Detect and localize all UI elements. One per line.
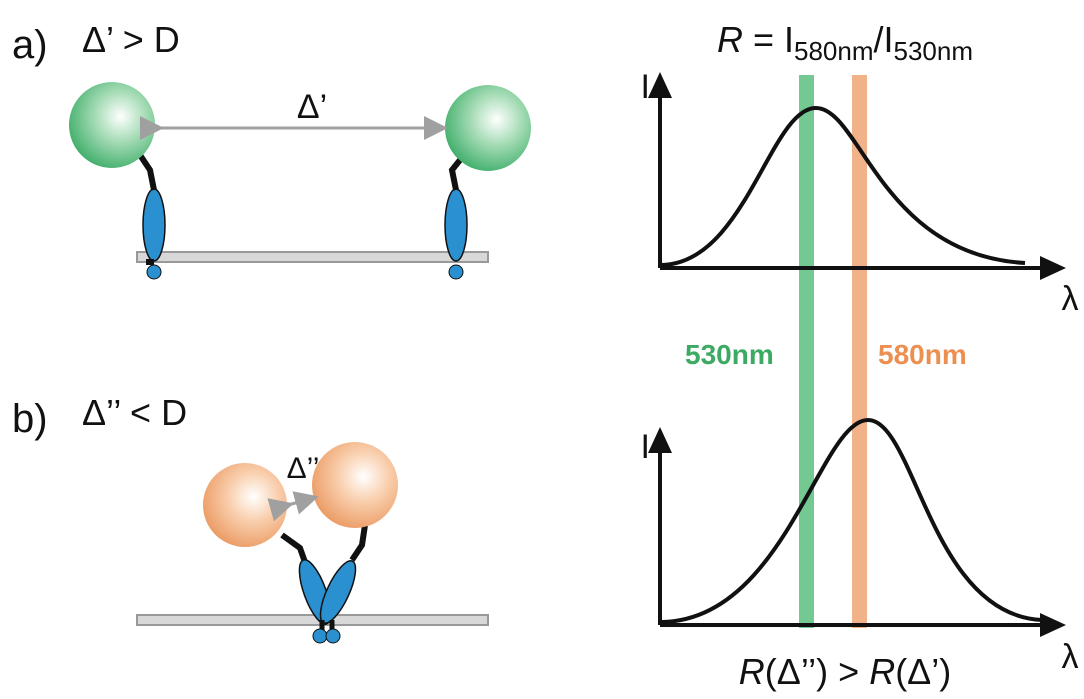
sphere [203, 463, 287, 547]
bottom-axes [658, 450, 1045, 627]
comparison-symbol: R [869, 651, 895, 692]
ratio-subscript: 530nm [894, 36, 974, 66]
axis-arrow [1040, 256, 1066, 280]
condition: Δ’ > D [82, 19, 180, 60]
axis-arrow [1040, 613, 1066, 637]
axis-arrow [648, 427, 672, 453]
membrane [136, 614, 489, 626]
receptor [128, 145, 166, 280]
comparison: R(Δ’’) > R(Δ’) [739, 651, 951, 692]
comparison-text: (Δ’) [895, 651, 951, 692]
sphere [445, 85, 531, 171]
condition: Δ’’ < D [82, 392, 187, 433]
spectrum-curve [661, 105, 1026, 267]
y-axis-label: I [641, 68, 650, 106]
ratio-text: /I [874, 19, 894, 60]
receptor [444, 147, 474, 280]
top-axes [658, 95, 1045, 270]
band-580 [852, 75, 867, 628]
ratio-text: = I [743, 19, 794, 60]
y-axis-label: I [641, 428, 650, 466]
sphere [312, 442, 398, 528]
receptor-dimer [280, 524, 368, 644]
distance-arrow [267, 491, 319, 522]
panel-label: b) [12, 397, 48, 441]
ratio-subscript: 580nm [794, 36, 874, 66]
x-axis-label: λ [1062, 638, 1079, 676]
x-axis-label: λ [1062, 280, 1079, 318]
comparison-text: (Δ’’) > [765, 651, 869, 692]
distance-label: Δ’ [297, 88, 327, 126]
distance-label: Δ’’ [287, 452, 320, 485]
sphere [69, 82, 155, 168]
band-label: 530nm [685, 339, 774, 370]
ratio-formula: R = I580nm/I530nm [717, 19, 973, 66]
ratio-symbol: R [717, 19, 743, 60]
comparison-symbol: R [739, 651, 765, 692]
axis-arrow [648, 72, 672, 98]
band-label: 580nm [878, 339, 967, 370]
panel-label: a) [12, 23, 48, 67]
band-530 [799, 75, 814, 628]
spectrum-curve [661, 417, 1043, 624]
membrane [136, 251, 489, 263]
